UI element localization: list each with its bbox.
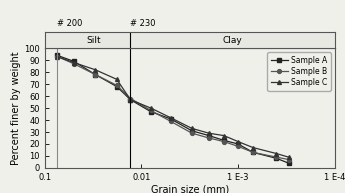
- Text: Clay: Clay: [223, 36, 243, 45]
- Sample B: [115, 84, 119, 86]
- Sample B: [168, 120, 172, 122]
- Sample C: [207, 132, 211, 134]
- Sample B: [251, 151, 255, 153]
- Sample A: [236, 143, 240, 145]
- Sample C: [168, 117, 172, 119]
- Sample A: [222, 139, 226, 141]
- Sample A: [274, 157, 278, 159]
- Sample B: [149, 109, 153, 112]
- Sample B: [207, 137, 211, 139]
- Sample A: [190, 130, 194, 132]
- Sample B: [222, 141, 226, 143]
- Y-axis label: Percent finer by weight: Percent finer by weight: [11, 51, 21, 165]
- Sample C: [274, 152, 278, 155]
- Sample C: [190, 127, 194, 130]
- X-axis label: Grain size (mm): Grain size (mm): [151, 185, 229, 193]
- Sample C: [128, 99, 132, 101]
- Sample A: [72, 60, 76, 63]
- Sample C: [236, 141, 240, 143]
- Sample A: [149, 111, 153, 113]
- Sample C: [56, 55, 60, 58]
- Sample C: [286, 156, 290, 158]
- Sample C: [93, 69, 97, 71]
- Sample A: [168, 118, 172, 120]
- Sample B: [93, 73, 97, 76]
- Sample B: [286, 158, 290, 161]
- Sample A: [115, 85, 119, 88]
- Text: # 230: # 230: [130, 19, 156, 28]
- Sample B: [72, 63, 76, 65]
- Sample C: [149, 107, 153, 109]
- Line: Sample B: Sample B: [56, 55, 290, 162]
- Sample C: [72, 61, 76, 64]
- Sample B: [56, 55, 60, 58]
- Sample B: [274, 156, 278, 158]
- Sample A: [93, 73, 97, 76]
- Sample B: [190, 132, 194, 134]
- Sample B: [236, 145, 240, 147]
- Line: Sample C: Sample C: [56, 55, 290, 159]
- Sample A: [207, 135, 211, 137]
- Sample A: [128, 99, 132, 101]
- Sample C: [251, 146, 255, 149]
- Legend: Sample A, Sample B, Sample C: Sample A, Sample B, Sample C: [267, 52, 331, 91]
- Sample B: [128, 97, 132, 100]
- Sample C: [222, 135, 226, 137]
- Line: Sample A: Sample A: [56, 53, 290, 165]
- Sample A: [286, 162, 290, 164]
- Sample C: [115, 78, 119, 80]
- Text: # 200: # 200: [58, 19, 83, 28]
- Sample A: [56, 54, 60, 57]
- Text: Silt: Silt: [87, 36, 101, 45]
- Sample A: [251, 151, 255, 153]
